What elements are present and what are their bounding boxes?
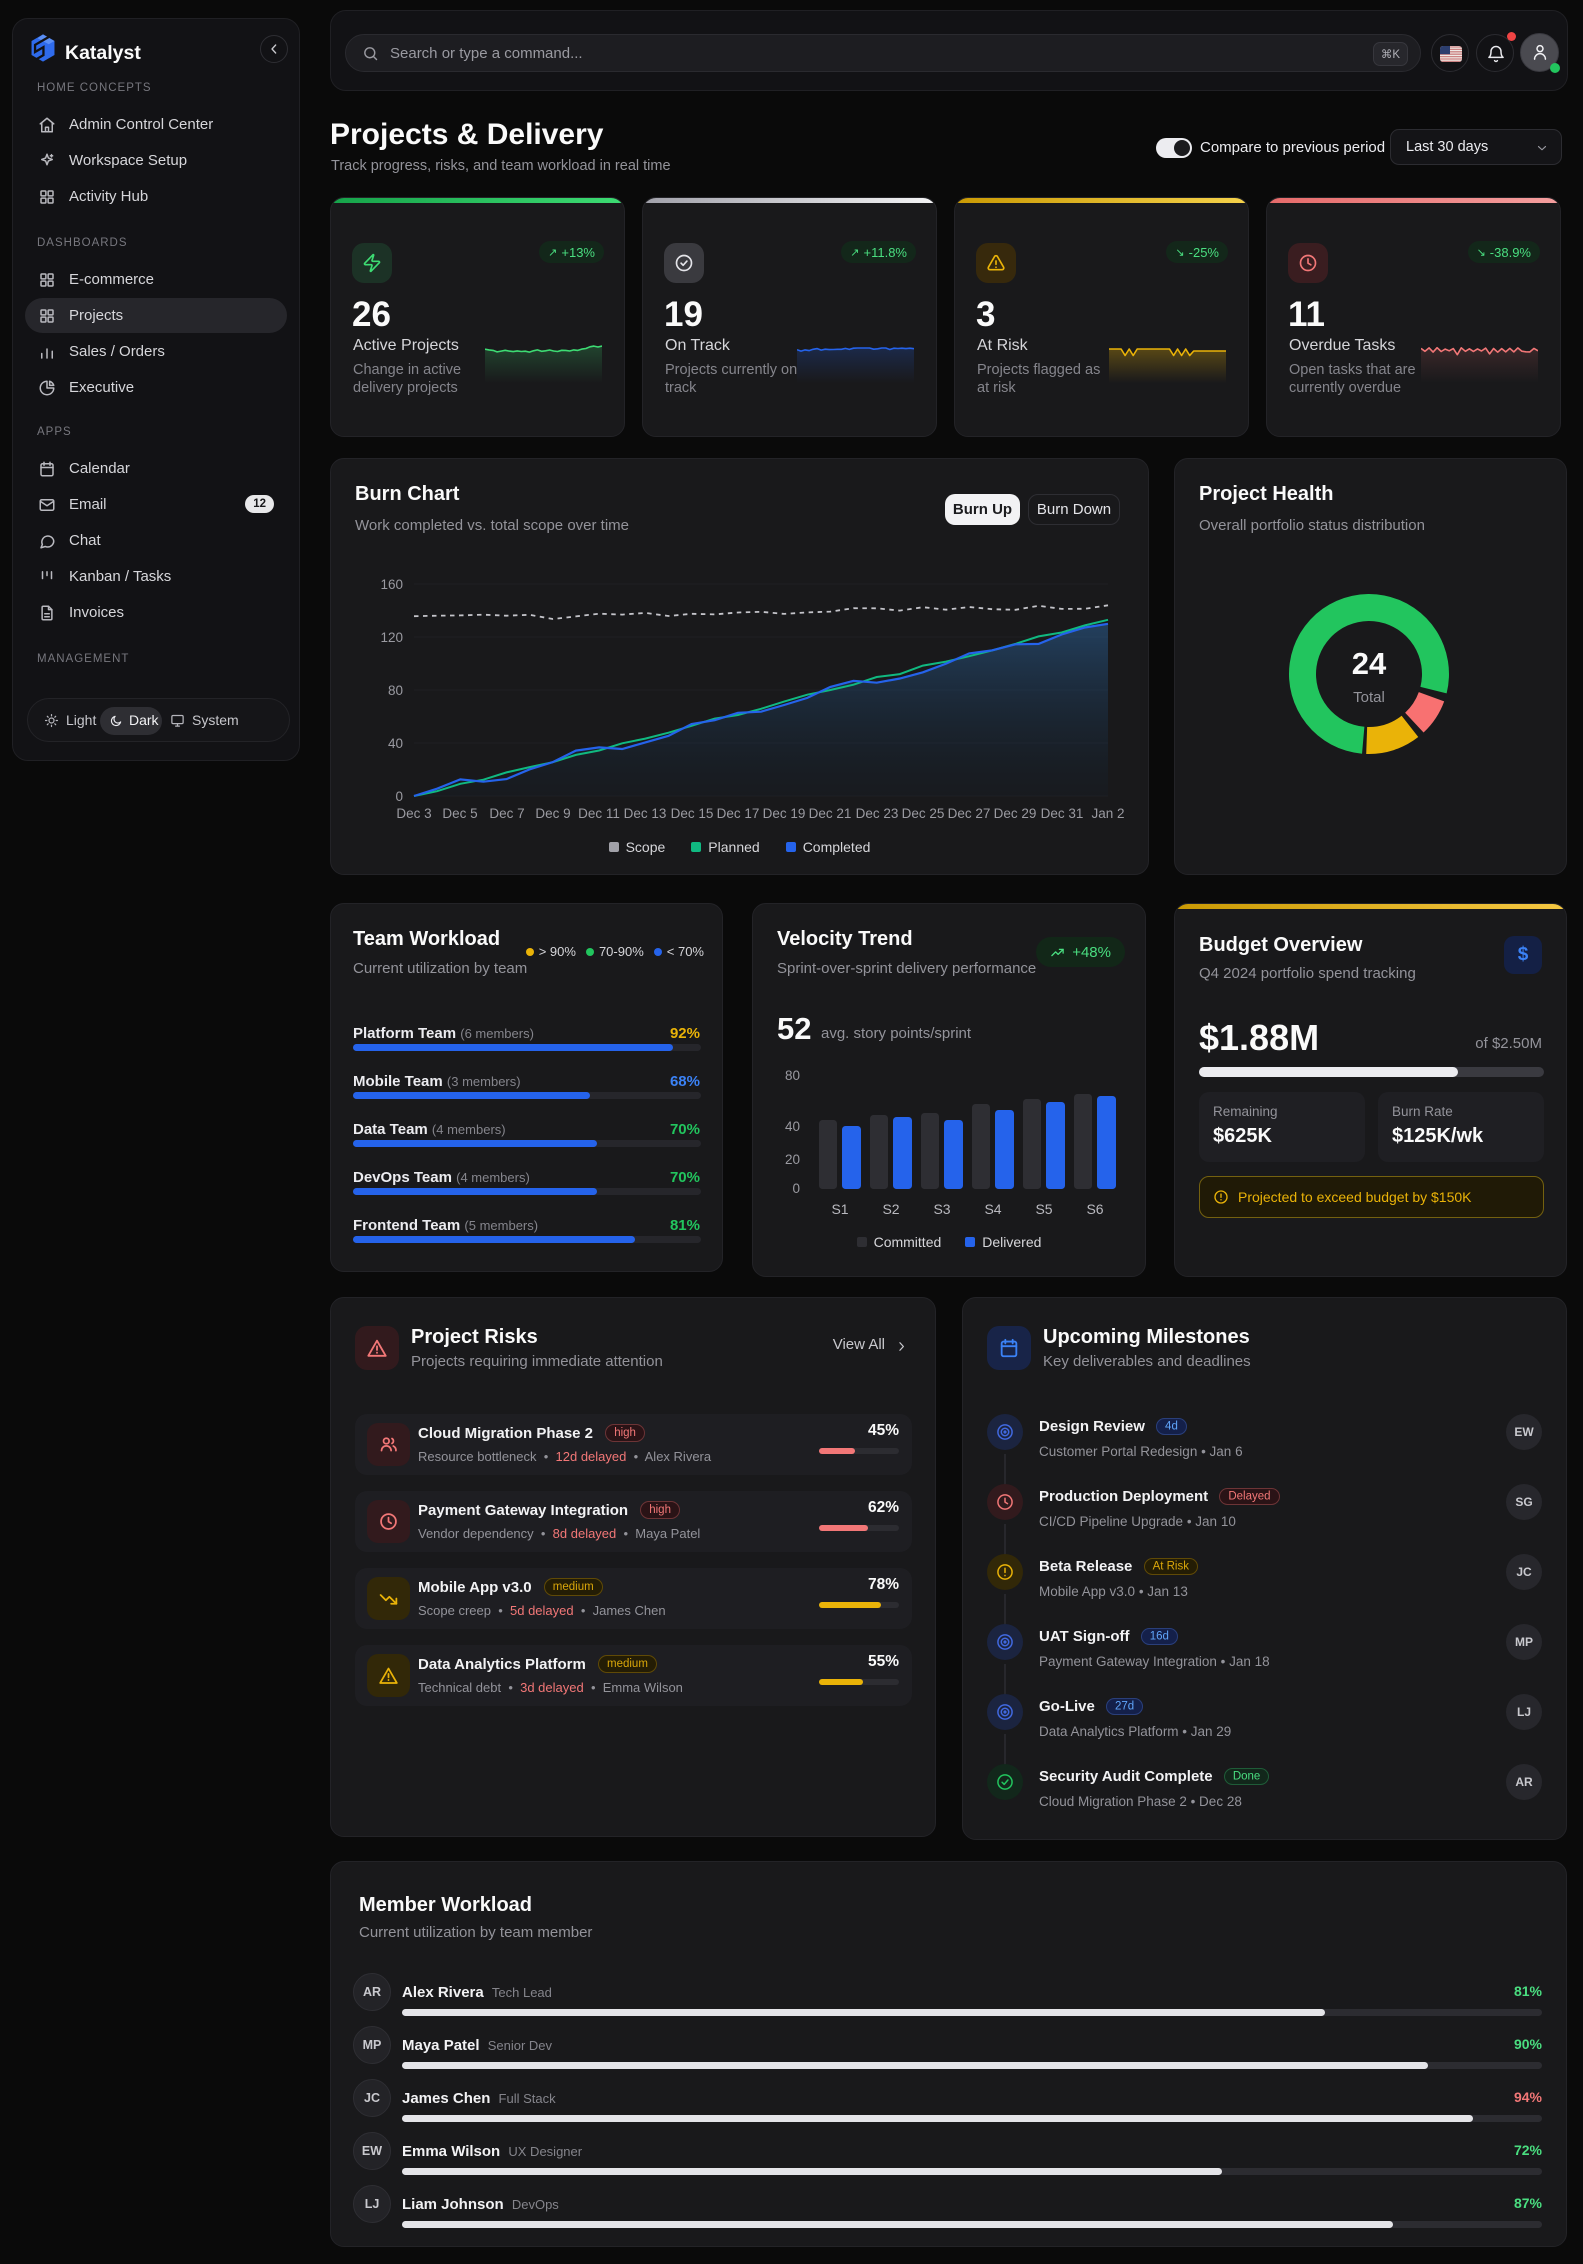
svg-text:20: 20 <box>785 1152 800 1167</box>
svg-text:80: 80 <box>388 683 403 698</box>
svg-text:Dec 25: Dec 25 <box>902 806 945 821</box>
svg-text:Dec 21: Dec 21 <box>809 806 852 821</box>
svg-text:Dec 31: Dec 31 <box>1041 806 1084 821</box>
svg-text:24: 24 <box>1352 646 1387 681</box>
svg-text:Dec 3: Dec 3 <box>396 806 431 821</box>
svg-text:Dec 17: Dec 17 <box>717 806 760 821</box>
svg-text:160: 160 <box>380 577 403 592</box>
svg-text:0: 0 <box>792 1181 800 1196</box>
svg-text:40: 40 <box>785 1119 800 1134</box>
svg-text:S6: S6 <box>1086 1201 1103 1217</box>
svg-text:S3: S3 <box>933 1201 950 1217</box>
svg-text:Dec 29: Dec 29 <box>994 806 1037 821</box>
svg-text:Dec 19: Dec 19 <box>763 806 806 821</box>
svg-text:S1: S1 <box>831 1201 848 1217</box>
svg-text:80: 80 <box>785 1068 800 1083</box>
svg-text:Dec 5: Dec 5 <box>442 806 477 821</box>
svg-text:S5: S5 <box>1035 1201 1052 1217</box>
svg-text:Jan 2: Jan 2 <box>1091 806 1124 821</box>
svg-text:Dec 7: Dec 7 <box>489 806 524 821</box>
svg-text:120: 120 <box>380 630 403 645</box>
svg-text:Dec 11: Dec 11 <box>578 806 620 821</box>
svg-text:Dec 27: Dec 27 <box>948 806 991 821</box>
svg-text:Dec 15: Dec 15 <box>671 806 714 821</box>
svg-text:Dec 23: Dec 23 <box>856 806 899 821</box>
svg-text:40: 40 <box>388 736 403 751</box>
svg-text:S2: S2 <box>882 1201 899 1217</box>
svg-text:0: 0 <box>395 789 403 804</box>
svg-text:S4: S4 <box>984 1201 1001 1217</box>
svg-text:Total: Total <box>1353 689 1385 706</box>
svg-text:Dec 13: Dec 13 <box>624 806 667 821</box>
svg-text:Dec 9: Dec 9 <box>535 806 570 821</box>
